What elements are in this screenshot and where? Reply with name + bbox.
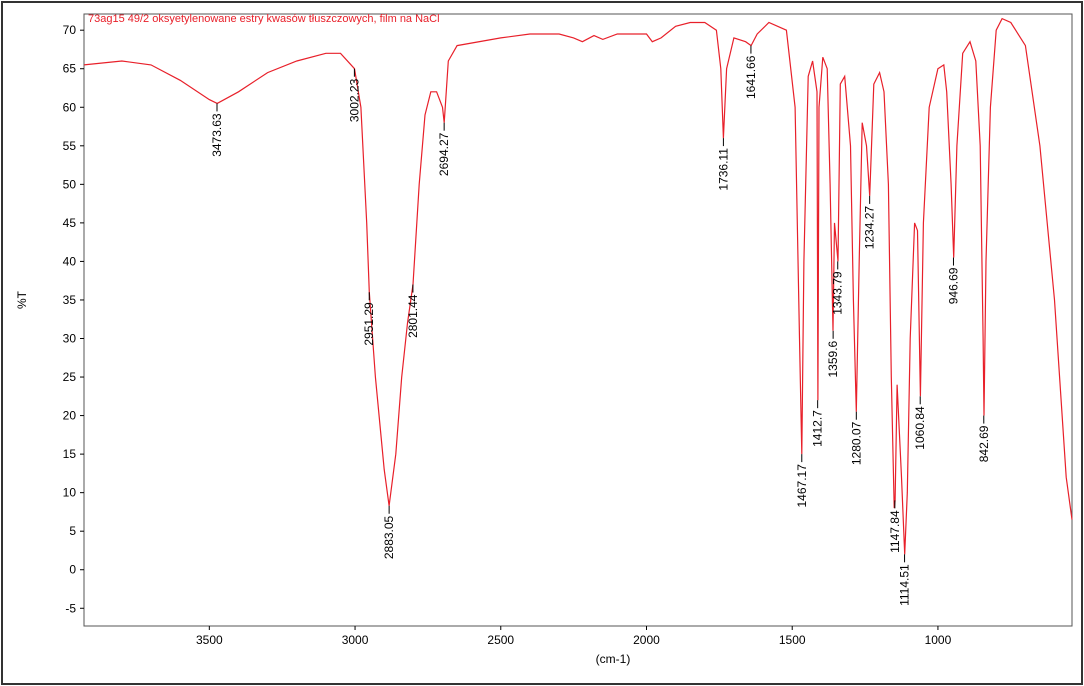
- x-tick-label: 3500: [196, 633, 223, 647]
- x-tick-label: 2500: [487, 633, 514, 647]
- plot-frame: [83, 13, 1073, 627]
- peak-label: 1359.6: [826, 340, 840, 377]
- y-tick-label: 10: [63, 486, 77, 500]
- peak-label: 1467.17: [795, 464, 809, 508]
- y-tick-label: 5: [69, 524, 76, 538]
- y-tick-label: 40: [63, 254, 77, 268]
- y-tick-label: 45: [63, 216, 77, 230]
- y-tick-label: 0: [69, 563, 76, 577]
- x-tick-label: 3000: [342, 633, 369, 647]
- y-tick-label: 30: [63, 331, 77, 345]
- y-tick-label: 50: [63, 177, 77, 191]
- peak-label: 842.69: [977, 425, 991, 462]
- peak-label: 1736.11: [716, 148, 730, 191]
- peak-label: 2883.05: [382, 515, 396, 559]
- y-tick-label: -5: [65, 601, 76, 615]
- peak-label: 2951.29: [362, 302, 376, 346]
- peak-label: 3473.63: [210, 113, 224, 157]
- peak-label: 1234.27: [863, 206, 877, 250]
- y-tick-label: 65: [63, 62, 77, 76]
- y-tick-label: 70: [63, 23, 77, 37]
- peak-label: 2801.44: [406, 294, 420, 338]
- chart-title: 73ag15 49/2 oksyetylenowane estry kwasów…: [88, 13, 440, 25]
- peak-label: 1641.66: [744, 55, 758, 99]
- y-tick-label: 15: [63, 447, 77, 461]
- y-tick-label: 25: [63, 370, 77, 384]
- x-tick-label: 2000: [633, 633, 660, 647]
- peak-label: 946.69: [946, 267, 960, 304]
- y-tick-label: 35: [63, 293, 77, 307]
- y-tick-label: 60: [63, 100, 77, 114]
- peak-label: 3002.23: [347, 78, 361, 122]
- y-tick-label: 55: [63, 139, 77, 153]
- peak-label: 1280.07: [849, 421, 863, 465]
- x-tick-label: 1000: [925, 633, 952, 647]
- y-tick-label: 20: [63, 409, 77, 423]
- peak-label: 1114.51: [898, 564, 912, 606]
- peak-label: 1060.84: [913, 406, 927, 450]
- peak-label: 1147.84: [888, 510, 902, 553]
- x-axis-label: (cm-1): [596, 652, 631, 666]
- peak-label: 1343.79: [831, 271, 845, 315]
- y-axis-label: %T: [15, 290, 29, 309]
- peak-label: 1412.7: [811, 410, 825, 447]
- spectrum-line: [83, 17, 1073, 555]
- peak-label: 2694.27: [437, 132, 451, 176]
- x-tick-label: 1500: [779, 633, 806, 647]
